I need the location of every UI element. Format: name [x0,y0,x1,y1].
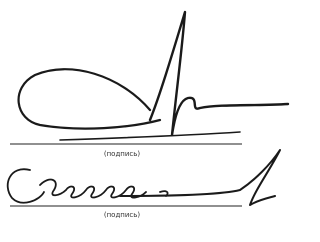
signature-stroke [60,132,240,140]
signature-caption: (подпись) [104,150,141,158]
signature-stroke [8,169,168,202]
signature-stroke [19,69,160,128]
signature-stroke [120,150,280,205]
signature-2: (подпись) [8,150,280,219]
signature-sheet: (подпись) (подпись) [0,0,290,242]
signature-caption: (подпись) [104,211,141,219]
signature-1: (подпись) [10,12,288,158]
signature-stroke [150,12,288,135]
page: (подпись) (подпись) (() => { const data … [0,0,290,242]
